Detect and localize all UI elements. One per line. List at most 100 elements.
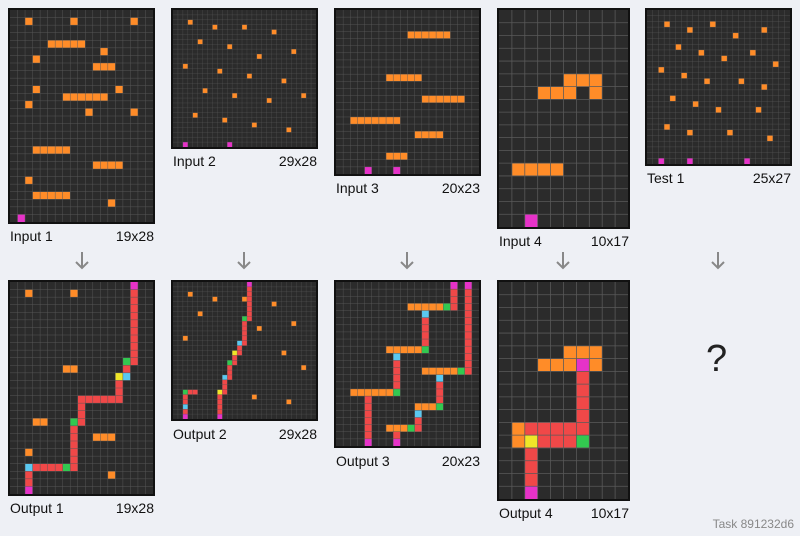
grid-cell-orange [187, 291, 193, 297]
output-4-svg [499, 282, 628, 499]
grid-cell-orange [182, 63, 188, 69]
grid-cell-green [62, 463, 71, 472]
grid-cell-red [436, 381, 444, 389]
grid-cell-red [464, 353, 472, 361]
grid-cell-red [77, 418, 86, 426]
grid-cell-orange [77, 93, 86, 101]
down-arrow-icon [553, 250, 573, 272]
grid-cell-orange [25, 176, 33, 185]
grid-cell-orange [256, 54, 262, 59]
grid-cell-orange [100, 93, 108, 101]
grid-cell-orange [443, 31, 451, 39]
grid-cell-red [246, 316, 252, 322]
grid-cell-red [464, 331, 472, 340]
grid-cell-orange [692, 101, 699, 107]
grid-cell-red [524, 460, 538, 474]
grid-cell-orange [197, 39, 203, 45]
grid-cell-magenta [17, 214, 26, 222]
grid-cell-orange [772, 61, 779, 68]
grid-cell-orange [436, 367, 444, 375]
grid-cell-orange [400, 424, 408, 432]
grid-cell-orange [364, 116, 372, 125]
grid-cell-red [237, 345, 243, 351]
grid-cell-red [130, 297, 138, 305]
grid-cell-red [25, 478, 33, 487]
grid-cell-orange [537, 358, 551, 372]
grid-cell-green [407, 424, 415, 432]
grid-cell-orange [271, 29, 277, 35]
output-4-label: Output 4 [499, 505, 553, 521]
input-1-grid [8, 8, 155, 224]
input-4-label: Input 4 [499, 233, 542, 249]
grid-cell-red [242, 335, 247, 341]
grid-lines [336, 282, 479, 446]
grid-cell-red [537, 435, 551, 448]
grid-cell-orange [251, 122, 257, 128]
grid-cell-red [32, 463, 41, 472]
grid-cell-orange [212, 296, 218, 302]
grid-cell-orange [107, 433, 116, 441]
grid-cell-red [436, 396, 444, 404]
grid-cell-orange [70, 17, 78, 26]
grid-cell-red [414, 417, 422, 425]
down-arrow-icon [234, 250, 254, 272]
grid-cell-magenta [450, 282, 458, 290]
grid-cell-orange [537, 163, 551, 176]
grid-cell-red [130, 357, 138, 366]
grid-cell-orange [92, 161, 101, 169]
output-3-label: Output 3 [336, 453, 390, 469]
grid-cell-red [464, 367, 472, 375]
grid-cell-orange [70, 40, 78, 48]
grid-cell-orange [386, 116, 394, 125]
grid-cell-red [92, 395, 101, 404]
test-1-svg [647, 10, 790, 164]
grid-cell-orange [755, 106, 762, 113]
grid-cell-magenta [393, 438, 401, 446]
grid-cell-magenta [227, 142, 233, 147]
grid-cell-red [364, 410, 372, 418]
grid-cell-green [122, 357, 131, 366]
grid-cell-orange [687, 129, 693, 136]
grid-cell-red [421, 331, 429, 340]
grid-cell-orange [414, 131, 422, 139]
grid-cell-red [182, 394, 188, 400]
grid-cell-orange [378, 388, 387, 397]
grid-cell-orange [589, 358, 603, 372]
grid-cell-orange [187, 19, 193, 25]
grid-cell-magenta [364, 166, 372, 174]
grid-cell-red [70, 463, 78, 472]
grid-cell-orange [100, 161, 108, 169]
grid-cell-orange [550, 358, 564, 372]
grid-cell-orange [511, 422, 525, 436]
grid-cell-orange [749, 49, 756, 56]
grid-cell-orange [421, 131, 429, 139]
grid-cell-orange [115, 85, 123, 94]
grid-cell-red [55, 463, 63, 472]
output-2-label: Output 2 [173, 426, 227, 442]
grid-cell-orange [232, 93, 238, 99]
grid-cell-magenta [744, 158, 750, 164]
grid-cell-magenta [246, 282, 252, 287]
grid-cell-orange [589, 345, 603, 359]
grid-cell-red [217, 409, 223, 415]
grid-lines [10, 282, 153, 494]
grid-cell-red [246, 301, 252, 307]
grid-cell-orange [414, 303, 422, 311]
grid-cell-red [130, 342, 138, 351]
grid-cell-red [122, 365, 131, 373]
output-3-svg [336, 282, 479, 446]
grid-cell-orange [70, 289, 78, 298]
grid-cell-red [550, 435, 564, 448]
grid-cell-green [242, 316, 247, 322]
grid-cell-orange [386, 388, 394, 397]
grid-cell-red [464, 317, 472, 325]
grid-cell-orange [436, 131, 444, 139]
grid-cell-orange [62, 365, 71, 373]
input-4-dims: 10x17 [590, 233, 629, 249]
grid-cell-magenta [524, 486, 538, 499]
grid-cell-red [40, 463, 48, 472]
grid-cell-red [242, 330, 247, 336]
grid-cell-orange [698, 49, 705, 56]
input-2-label: Input 2 [173, 153, 216, 169]
grid-cell-orange [421, 31, 429, 39]
